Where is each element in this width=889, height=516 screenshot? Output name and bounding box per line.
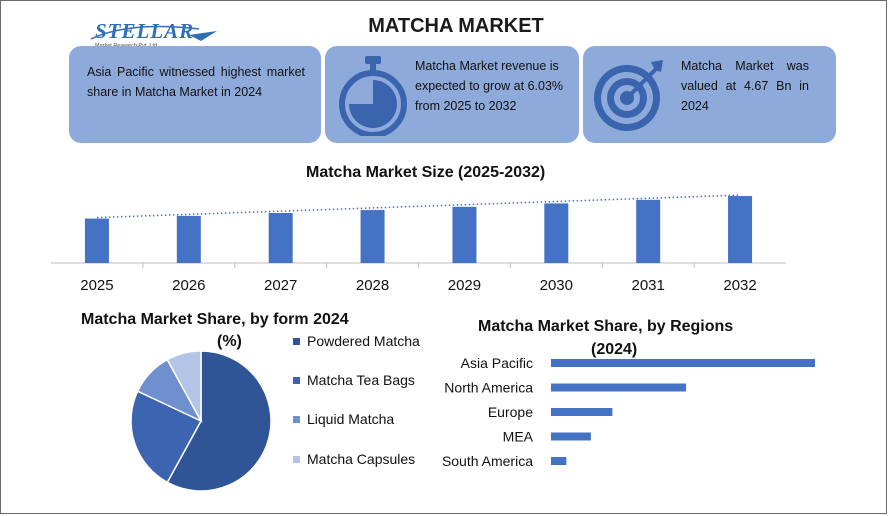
legend-swatch bbox=[293, 416, 300, 423]
market-size-chart-title: Matcha Market Size (2025-2032) bbox=[306, 164, 546, 181]
legend-label: Powdered Matcha bbox=[307, 333, 420, 349]
x-tick-label-2027: 2027 bbox=[264, 277, 297, 294]
target-icon bbox=[594, 60, 663, 131]
region-share-chart-title-line1: Matcha Market Share, by Regions bbox=[478, 318, 734, 335]
legend-swatch bbox=[293, 377, 300, 384]
x-tick-label-2031: 2031 bbox=[632, 277, 665, 294]
pie-slice-matcha-tea-bags bbox=[130, 390, 203, 484]
region-label-north-america: North America bbox=[444, 380, 533, 396]
bar-2025 bbox=[84, 218, 109, 263]
x-tick-label-2032: 2032 bbox=[723, 277, 756, 294]
info-card-region: Asia Pacific witnessed highest market sh… bbox=[69, 46, 321, 143]
region-bar-mea bbox=[551, 432, 591, 441]
region-label-mea: MEA bbox=[503, 429, 534, 445]
market-size-chart: 2025 2026 2027 2028 2029 2030 2031 2032 bbox=[51, 194, 786, 294]
x-tick-label-2028: 2028 bbox=[356, 277, 389, 294]
info-card-value: Matcha Market was valued at 4.67 Bn in 2… bbox=[583, 46, 836, 143]
bar-2026 bbox=[176, 215, 201, 263]
legend-label: Liquid Matcha bbox=[307, 411, 395, 427]
bar-2031 bbox=[636, 199, 661, 263]
bar-2032 bbox=[728, 196, 753, 263]
form-share-chart-title-line1: Matcha Market Share, by form 2024 bbox=[81, 311, 349, 328]
legend-swatch bbox=[293, 456, 300, 463]
info-card-growth-text: Matcha Market revenue is expected to gro… bbox=[415, 59, 564, 113]
stopwatch-icon bbox=[339, 56, 407, 136]
bar-2030 bbox=[544, 203, 569, 263]
page-title: MATCHA MARKET bbox=[368, 15, 544, 37]
trend-line bbox=[96, 194, 741, 219]
bar-2027 bbox=[268, 213, 293, 263]
pie-slice-powdered-matcha bbox=[166, 350, 272, 492]
form-share-chart-title-line2: (%) bbox=[217, 333, 242, 350]
region-label-south-america: South America bbox=[442, 453, 533, 469]
region-label-europe: Europe bbox=[488, 404, 533, 420]
legend-label: Matcha Capsules bbox=[307, 451, 416, 467]
logo-name: STELLAR bbox=[95, 19, 195, 43]
region-bar-north-america bbox=[551, 383, 687, 392]
bar-2029 bbox=[452, 206, 477, 263]
region-bar-asia-pacific bbox=[551, 359, 815, 367]
x-tick-label-2026: 2026 bbox=[172, 277, 205, 294]
form-share-pie-chart bbox=[130, 350, 272, 492]
legend-label: Matcha Tea Bags bbox=[307, 372, 415, 388]
info-card-region-text: Asia Pacific witnessed highest market sh… bbox=[87, 65, 305, 99]
bar-2028 bbox=[360, 210, 385, 263]
region-share-bar-chart: Asia Pacific North America Europe MEA South … bbox=[442, 355, 815, 469]
logo-swoosh-icon bbox=[90, 25, 217, 41]
region-label-asia-pacific: Asia Pacific bbox=[461, 355, 533, 371]
region-bar-south-america bbox=[551, 457, 567, 465]
info-card-value-text: Matcha Market was valued at 4.67 Bn in 2… bbox=[681, 59, 809, 113]
pie-slice-matcha-capsules bbox=[166, 350, 202, 422]
x-tick-label-2029: 2029 bbox=[448, 277, 481, 294]
x-tick-label-2025: 2025 bbox=[80, 277, 113, 294]
info-card-growth: Matcha Market revenue is expected to gro… bbox=[325, 46, 579, 143]
region-share-chart-title-line2: (2024) bbox=[591, 341, 638, 358]
region-bar-europe bbox=[551, 408, 613, 416]
x-tick-label-2030: 2030 bbox=[540, 277, 573, 294]
legend-swatch bbox=[293, 338, 300, 345]
